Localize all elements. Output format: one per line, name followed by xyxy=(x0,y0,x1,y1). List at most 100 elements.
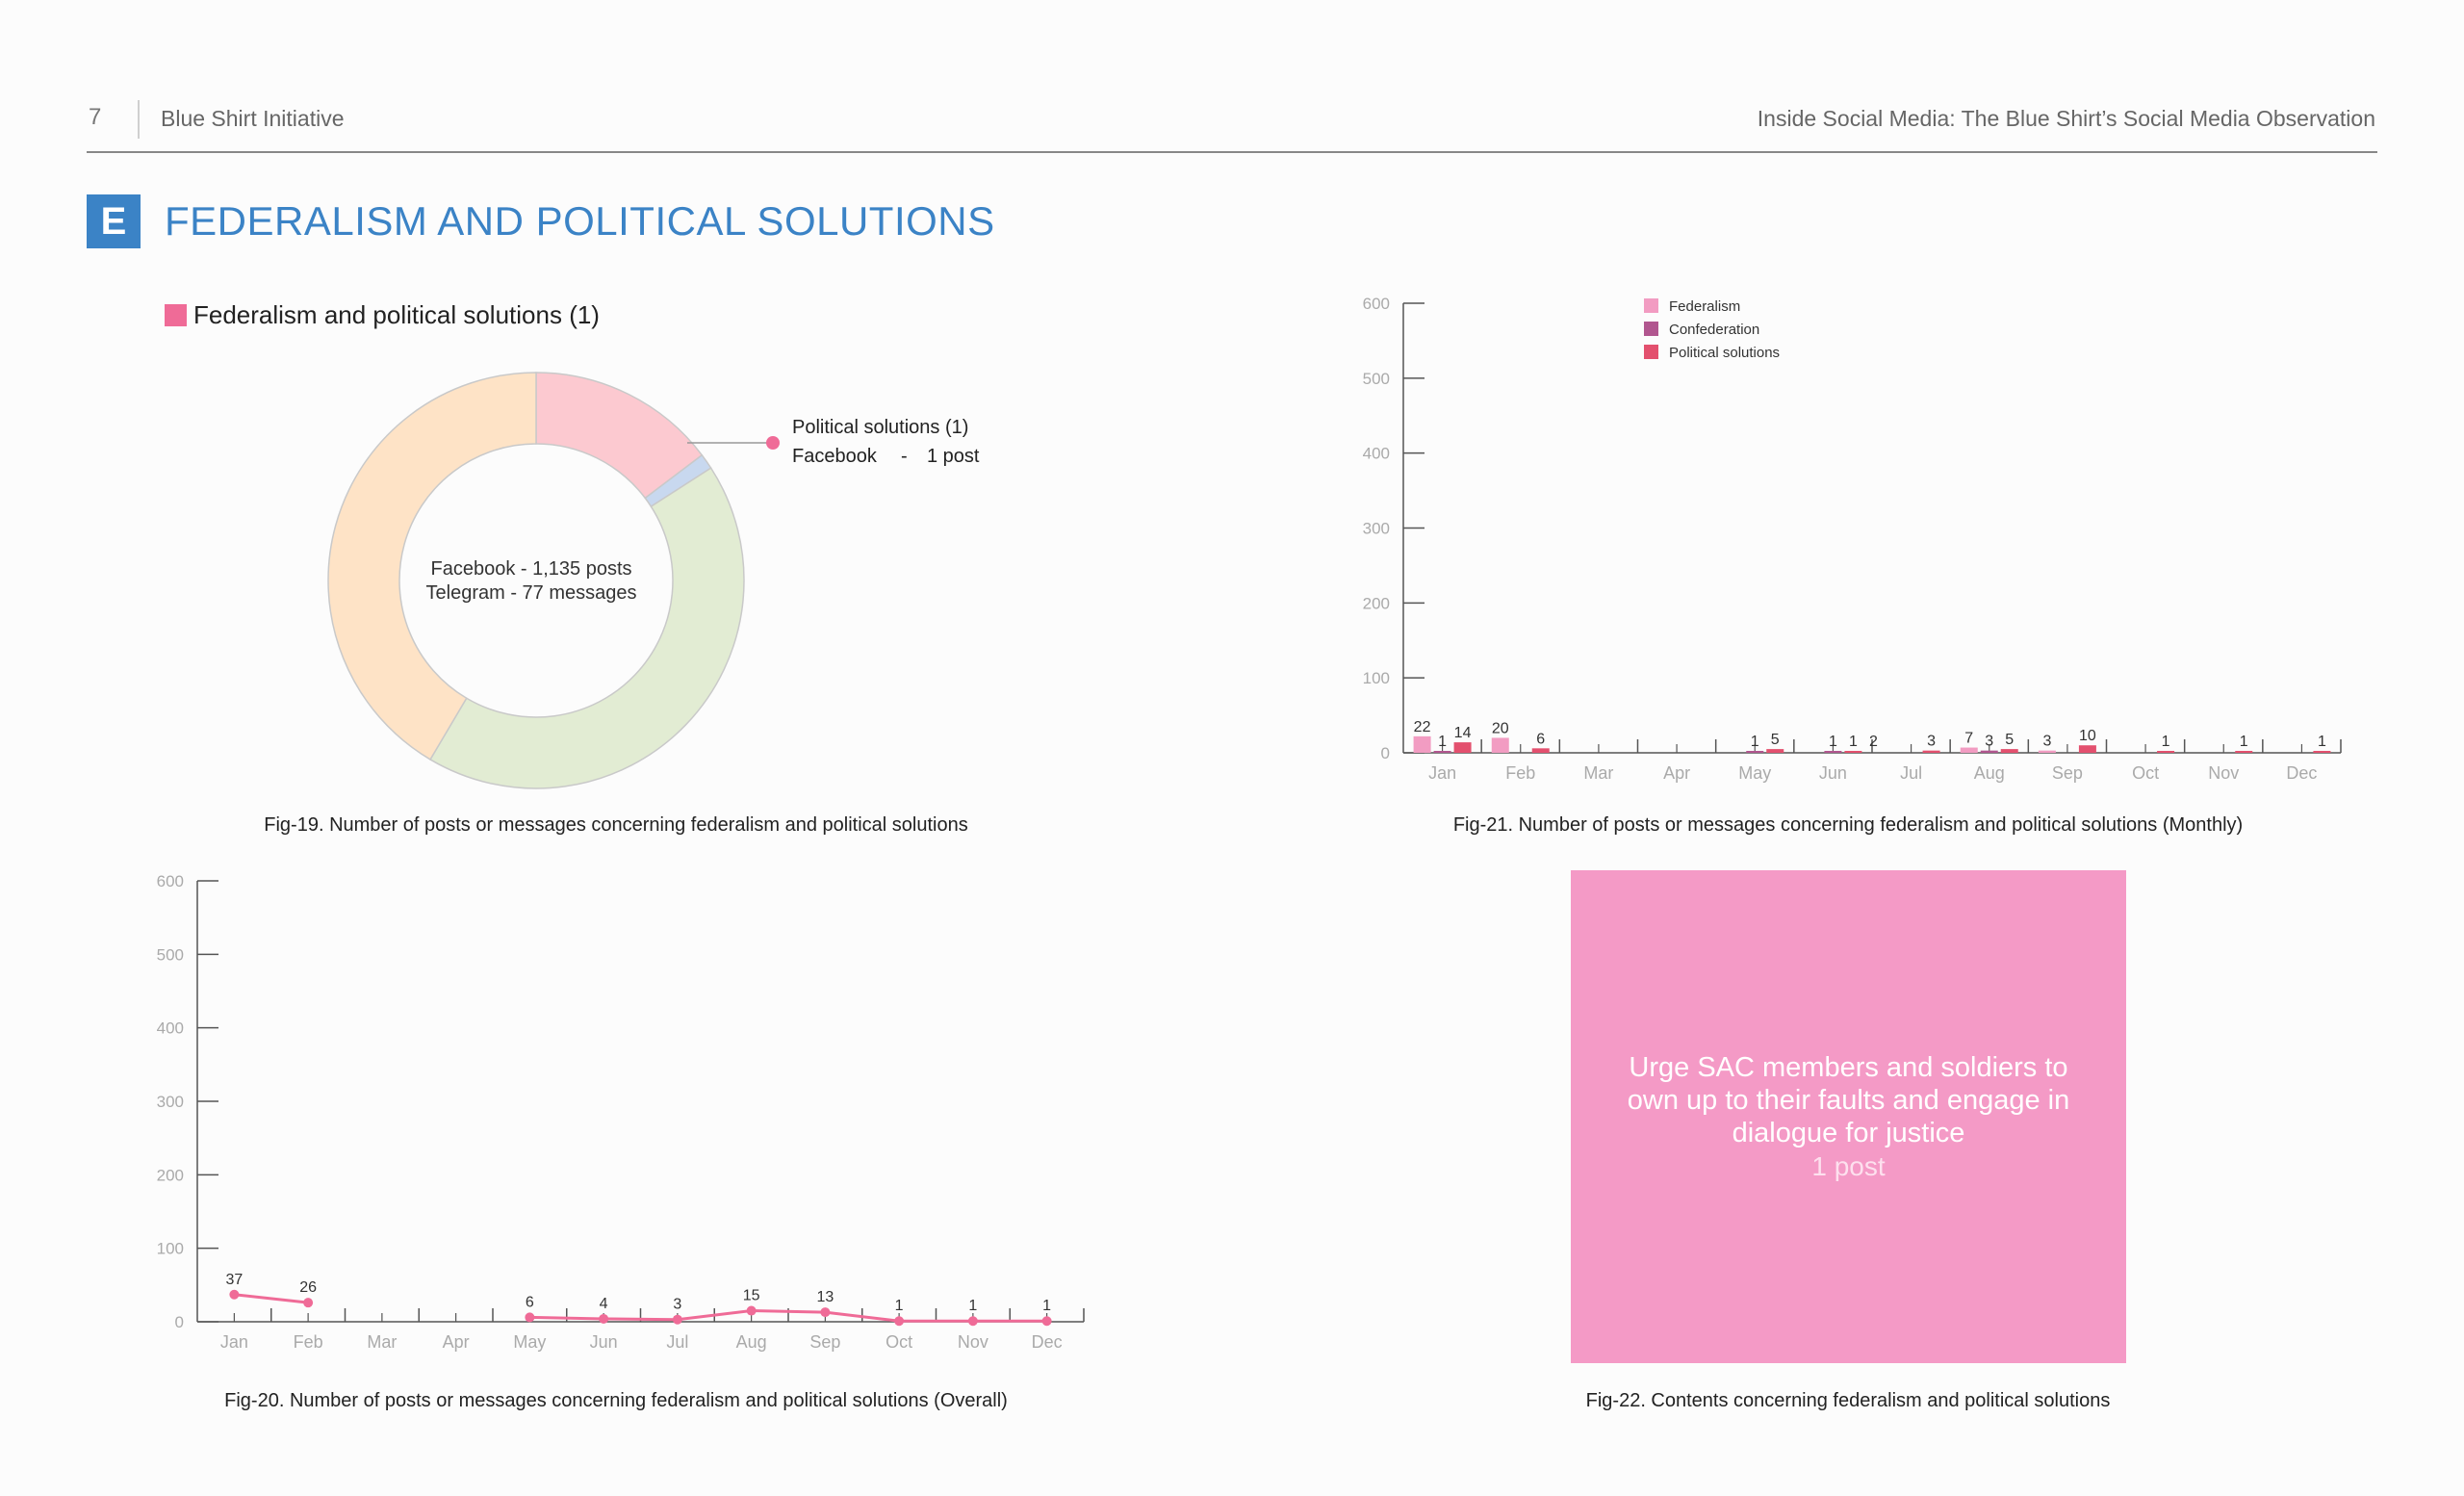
point-value-label: 6 xyxy=(526,1294,534,1310)
bar xyxy=(1453,742,1472,753)
legend-label: Federalism xyxy=(1669,298,1740,315)
point-value-label: 1 xyxy=(1042,1298,1051,1314)
x-tick-label: Mar xyxy=(1583,763,1613,783)
x-tick-label: Jul xyxy=(1900,763,1922,783)
organization-name: Blue Shirt Initiative xyxy=(161,106,345,131)
point-value-label: 37 xyxy=(225,1272,243,1288)
bar-value-label: 1 xyxy=(2240,734,2248,750)
section-badge: E xyxy=(87,194,141,248)
fig22-caption: Fig-22. Contents concerning federalism a… xyxy=(1585,1390,2111,1411)
legend-label: Federalism and political solutions (1) xyxy=(193,300,600,329)
content-card: Urge SAC members and soldiers to own up … xyxy=(1571,870,2126,1363)
fig20-caption: Fig-20. Number of posts or messages conc… xyxy=(224,1390,1008,1411)
bar xyxy=(2235,751,2253,753)
bar-chart-legend: Federalism Confederation Political solutio… xyxy=(1644,298,1780,361)
y-tick-label: 200 xyxy=(1363,594,1390,612)
y-tick-label: 100 xyxy=(157,1240,184,1258)
document-title: Inside Social Media: The Blue Shirt’s So… xyxy=(1757,106,2375,131)
bar-value-label: 1 xyxy=(2162,734,2170,750)
content-count: 1 post xyxy=(1811,1151,1886,1181)
bar xyxy=(2038,750,2056,753)
bar-value-label: 14 xyxy=(1454,725,1472,741)
legend-swatch xyxy=(1644,322,1658,336)
data-point xyxy=(746,1305,757,1316)
bar-value-label: 2 xyxy=(1869,734,1878,750)
bar-value-label: 3 xyxy=(1927,734,1936,750)
point-value-label: 1 xyxy=(968,1298,977,1314)
bar xyxy=(1980,750,1998,753)
line-chart-series: 37 266 4 315 131 1 1 xyxy=(225,1272,1052,1327)
callout-title: Political solutions (1) xyxy=(792,417,968,438)
x-tick-label: Sep xyxy=(2052,763,2083,783)
data-point xyxy=(229,1289,240,1300)
point-value-label: 26 xyxy=(299,1279,317,1296)
x-tick-label: Apr xyxy=(1663,763,1690,783)
bar xyxy=(1922,750,1940,753)
data-point xyxy=(599,1313,609,1324)
x-tick-label: Jan xyxy=(220,1332,248,1352)
y-tick-label: 200 xyxy=(157,1166,184,1184)
data-point xyxy=(894,1316,905,1327)
x-tick-label: Aug xyxy=(736,1332,767,1352)
point-value-label: 1 xyxy=(895,1298,904,1314)
bar xyxy=(1413,735,1431,753)
y-tick-label: 500 xyxy=(1363,370,1390,388)
bar-value-label: 5 xyxy=(1771,732,1780,748)
y-tick-label: 0 xyxy=(175,1313,184,1331)
x-tick-label: Jan xyxy=(1428,763,1456,783)
bar xyxy=(1491,737,1509,753)
data-point xyxy=(967,1316,978,1327)
x-tick-label: Dec xyxy=(1032,1332,1063,1352)
legend-swatch xyxy=(1644,345,1658,359)
bar-value-label: 10 xyxy=(2079,728,2096,744)
donut-chart: Facebook - 1,135 posts Telegram - 77 mes… xyxy=(327,372,980,789)
bar-value-label: 7 xyxy=(1964,731,1973,747)
fig21-caption: Fig-21. Number of posts or messages conc… xyxy=(1452,814,2244,836)
donut-slice xyxy=(429,467,745,789)
y-tick-label: 600 xyxy=(157,872,184,890)
y-tick-label: 100 xyxy=(1363,669,1390,687)
donut-slices xyxy=(327,372,745,789)
callout-count: 1 post xyxy=(927,446,980,467)
x-tick-label: Jun xyxy=(590,1332,618,1352)
monthly-bar-chart: 0 100 200 300 400 500 600 Jan Feb Mar Apr May Jun Jul… xyxy=(1363,295,2342,783)
x-tick-label: May xyxy=(1738,763,1771,783)
bar-value-label: 20 xyxy=(1492,720,1509,736)
data-point xyxy=(672,1314,682,1325)
overall-line-chart: 0 100 200 300 400 500 600 Jan Feb Mar Apr May Jun Jul… xyxy=(157,872,1085,1352)
y-tick-label: 0 xyxy=(1381,744,1390,762)
bar xyxy=(1824,751,1842,753)
x-tick-label: Feb xyxy=(1505,763,1535,783)
bar-value-label: 1 xyxy=(1751,734,1759,750)
series-line xyxy=(234,1293,309,1304)
bar-value-label: 1 xyxy=(1829,734,1837,750)
x-tick-label: Nov xyxy=(2208,763,2239,783)
x-tick-label: Apr xyxy=(443,1332,470,1352)
page-number: 7 xyxy=(89,104,102,130)
legend-label: Confederation xyxy=(1669,322,1759,338)
point-value-label: 3 xyxy=(673,1297,681,1313)
section-title: FEDERALISM AND POLITICAL SOLUTIONS xyxy=(165,198,995,244)
y-tick-label: 300 xyxy=(157,1093,184,1111)
y-tick-label: 400 xyxy=(157,1019,184,1038)
y-tick-label: 400 xyxy=(1363,445,1390,463)
x-tick-label: Jul xyxy=(666,1332,688,1352)
bar xyxy=(1531,748,1550,753)
bar-value-label: 3 xyxy=(1985,734,1993,750)
bar-value-label: 1 xyxy=(1849,734,1858,750)
bar-value-label: 1 xyxy=(1438,734,1447,750)
bar-chart-bars: 22 207 31 1 1 314 6 5 1 3 5 10 1 1 12 xyxy=(1413,719,2331,753)
bar xyxy=(2078,745,2096,753)
bar xyxy=(2313,751,2331,753)
callout-platform: Facebook xyxy=(792,446,878,467)
x-tick-label: Mar xyxy=(367,1332,397,1352)
x-tick-label: May xyxy=(513,1332,546,1352)
x-tick-label: Oct xyxy=(886,1332,912,1352)
bar-value-label: 3 xyxy=(2042,734,2051,750)
bar-value-label: 22 xyxy=(1414,719,1431,735)
point-value-label: 4 xyxy=(600,1296,608,1312)
x-tick-label: Dec xyxy=(2286,763,2317,783)
donut-slice xyxy=(327,372,537,761)
bar xyxy=(1746,751,1764,753)
donut-center-line-2: Telegram - 77 messages xyxy=(426,582,637,604)
